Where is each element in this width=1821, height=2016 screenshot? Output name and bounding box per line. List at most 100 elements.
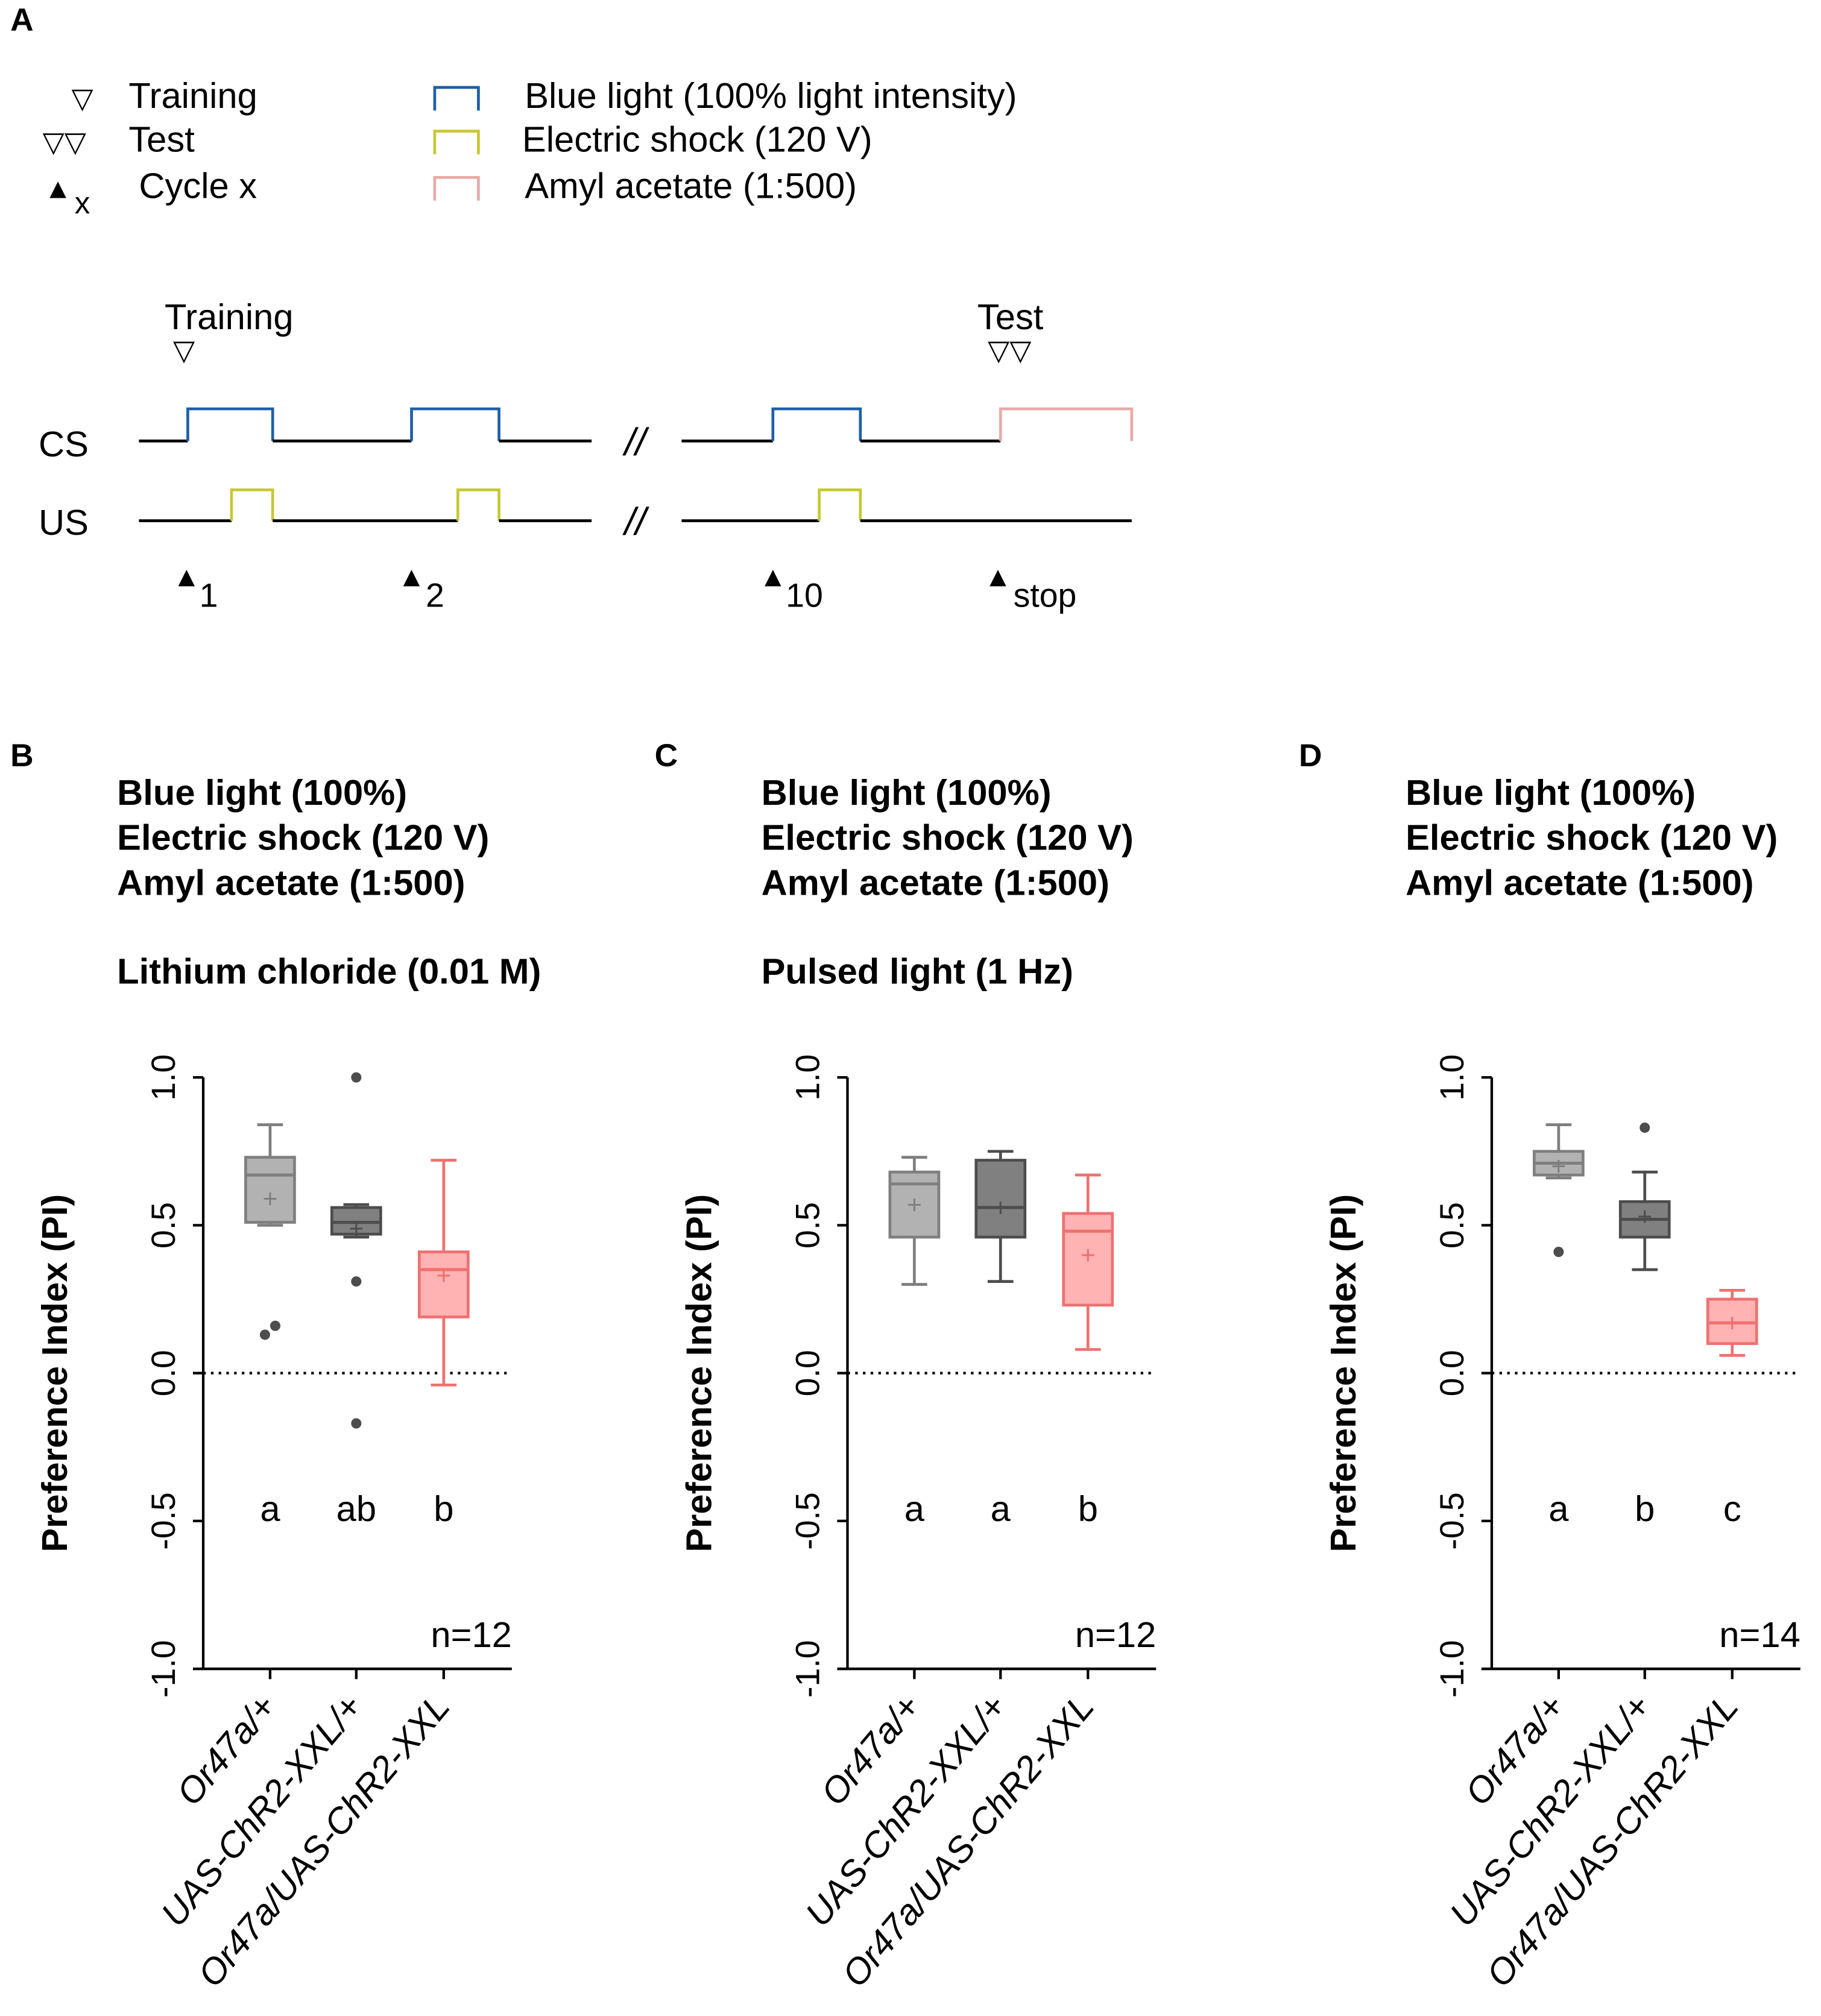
legend-amyl-acetate-label: Amyl acetate (1:500) — [525, 165, 857, 206]
chart-b-or47a-mean-plus: + — [262, 1185, 277, 1214]
chart-b-or47a-uas-chr2-xxl-mean-plus: + — [436, 1262, 451, 1291]
chart-c-title-line: Amyl acetate (1:500) — [762, 862, 1109, 902]
chart-c-y-tick-label: 0.0 — [789, 1350, 827, 1396]
legend-blue-light-label: Blue light (100% light intensity) — [525, 75, 1017, 116]
chart-b-or47a-outlier-point — [270, 1320, 280, 1331]
test-triangles-icon: ▽▽ — [43, 127, 86, 158]
chart-d-or47a-uas-chr2-xxl-significance-letter: c — [1723, 1488, 1741, 1529]
legend-training-label: Training — [128, 75, 257, 116]
us-shock-pulse-2 — [456, 488, 500, 521]
panel-b: B Blue light (100%)Electric shock (120 V)… — [10, 738, 541, 1994]
chart-b-or47a-uas-chr2-xxl-significance-letter: b — [434, 1488, 453, 1529]
cs-blue-light-pulse-2 — [410, 407, 500, 441]
chart-b-uas-chr2-xxl-mean-plus: + — [349, 1214, 364, 1243]
cycle-marker-icon: ▲ — [172, 561, 200, 592]
chart-d-y-tick-label: -1.0 — [1433, 1640, 1471, 1698]
cycle-2-label: 2 — [426, 577, 444, 614]
chart-b-subtitle: Lithium chloride (0.01 M) — [117, 951, 541, 991]
chart-c-uas-chr2-xxl-significance-letter: a — [991, 1488, 1011, 1529]
cycle-marker-icon: ▲ — [984, 561, 1012, 592]
chart-c-or47a-uas-chr2-xxl-significance-letter: b — [1078, 1488, 1098, 1529]
chart-d-n-label: n=14 — [1719, 1614, 1800, 1655]
chart-c-y-tick-label: 1.0 — [789, 1054, 827, 1101]
timeline-test-label: Test — [977, 297, 1044, 337]
chart-b-y-tick-label: 1.0 — [145, 1054, 182, 1101]
chart-d-uas-chr2-xxl-significance-letter: b — [1635, 1488, 1655, 1529]
chart-b-y-tick-label: 0.0 — [145, 1350, 182, 1396]
legend-cycle-label: Cycle x — [139, 165, 257, 206]
legend-blue-light-swatch — [433, 86, 480, 111]
chart-b-uas-chr2-xxl-outlier-point — [351, 1072, 362, 1083]
cycle-stop-label: stop — [1014, 577, 1077, 614]
chart-d-or47a-outlier-point — [1553, 1247, 1564, 1258]
chart-c-title-line: Blue light (100%) — [762, 772, 1052, 813]
chart-c-n-label: n=12 — [1075, 1614, 1156, 1655]
chart-c-subtitle: Pulsed light (1 Hz) — [762, 951, 1073, 991]
legend-test-label: Test — [128, 119, 195, 160]
chart-b-or47a-significance-letter: a — [260, 1488, 280, 1529]
chart-d-or47a-significance-letter: a — [1548, 1488, 1569, 1529]
cycle-10-label: 10 — [786, 577, 823, 614]
chart-d-y-axis-label: Preference Index (PI) — [1323, 1194, 1363, 1552]
legend: ▽ Training ▽▽ Test ▲ x Cycle x Blue ligh… — [43, 75, 1017, 220]
chart-b-title-line: Amyl acetate (1:500) — [117, 862, 465, 902]
chart-b-or47a-uas-chr2-xxl-box — [417, 1250, 470, 1318]
chart-c-or47a-uas-chr2-xxl-box — [1062, 1212, 1114, 1307]
training-triangle-icon: ▽ — [72, 83, 93, 114]
chart-d-y-tick-label: 0.5 — [1433, 1202, 1471, 1249]
cs-blue-light-pulse-10 — [771, 407, 862, 441]
chart-c-title-line: Electric shock (120 V) — [762, 817, 1134, 858]
chart-b-or47a-outlier-point — [259, 1329, 270, 1340]
chart-d-y-tick-label: -0.5 — [1433, 1492, 1471, 1550]
chart-c-uas-chr2-xxl-mean-plus: + — [993, 1194, 1008, 1223]
cycle-triangle-icon: ▲ — [44, 172, 72, 204]
timeline-test-triangles-icon: ▽▽ — [988, 335, 1031, 366]
chart-b-n-label: n=12 — [431, 1614, 511, 1655]
panel-d: D Blue light (100%)Electric shock (120 V)… — [1299, 738, 1800, 1994]
cycle-1-label: 1 — [200, 577, 218, 614]
us-shock-pulse-10 — [818, 488, 862, 521]
chart-d-y-tick-label: 0.0 — [1433, 1350, 1471, 1396]
chart-c-or47a-uas-chr2-xxl-mean-plus: + — [1081, 1241, 1096, 1270]
chart-b-y-axis-label: Preference Index (PI) — [34, 1194, 75, 1552]
legend-electric-shock-swatch — [433, 130, 480, 154]
chart-b-y-tick-label: -1.0 — [145, 1640, 182, 1698]
chart-d-or47a-uas-chr2-xxl-mean-plus: + — [1725, 1309, 1740, 1338]
chart-b-uas-chr2-xxl-outlier-point — [351, 1276, 362, 1287]
chart-c-y-tick-label: -1.0 — [789, 1640, 827, 1698]
legend-electric-shock-label: Electric shock (120 V) — [522, 119, 873, 160]
chart-c-or47a-mean-plus: + — [907, 1191, 922, 1220]
chart-d-y-tick-label: 1.0 — [1433, 1054, 1471, 1101]
chart-b-uas-chr2-xxl-outlier-point — [351, 1418, 362, 1429]
cs-blue-light-pulse-1 — [186, 407, 274, 441]
chart-b-uas-chr2-xxl-significance-letter: ab — [336, 1488, 376, 1529]
cs-amyl-acetate-test — [999, 407, 1134, 441]
chart-c-uas-chr2-xxl-box — [974, 1159, 1027, 1239]
panel-a: A ▽ Training ▽▽ Test ▲ x Cycle x Blue li… — [10, 2, 1134, 614]
protocol-timeline: Training ▽ Test ▽▽ CS US — [39, 297, 1134, 614]
chart-b-or47a-box — [244, 1156, 296, 1224]
chart-b-y-tick-label: -0.5 — [145, 1492, 182, 1550]
us-label: US — [39, 502, 89, 543]
chart-c-y-axis-label: Preference Index (PI) — [678, 1194, 719, 1552]
chart-d-panel-label: D — [1299, 738, 1322, 773]
cs-break-mark: // — [622, 420, 650, 464]
panel-a-label: A — [10, 2, 34, 38]
legend-amyl-acetate-swatch — [433, 175, 480, 201]
timeline-training-triangle-icon: ▽ — [173, 335, 195, 366]
us-shock-pulse-1 — [230, 488, 274, 521]
chart-b-panel-label: B — [10, 738, 34, 773]
timeline-training-label: Training — [165, 297, 293, 337]
cs-label: CS — [39, 424, 89, 464]
chart-d-title-line: Electric shock (120 V) — [1406, 817, 1778, 858]
chart-d-uas-chr2-xxl-mean-plus: + — [1637, 1203, 1652, 1232]
cycle-subscript: x — [75, 186, 90, 220]
chart-c-panel-label: C — [655, 738, 678, 773]
chart-d-uas-chr2-xxl-outlier-point — [1640, 1123, 1650, 1133]
cycle-marker-icon: ▲ — [397, 561, 425, 592]
chart-b-title-line: Electric shock (120 V) — [117, 817, 489, 858]
chart-c-y-tick-label: 0.5 — [789, 1202, 827, 1249]
chart-b-y-tick-label: 0.5 — [145, 1202, 182, 1249]
chart-c-y-tick-label: -0.5 — [789, 1492, 827, 1550]
